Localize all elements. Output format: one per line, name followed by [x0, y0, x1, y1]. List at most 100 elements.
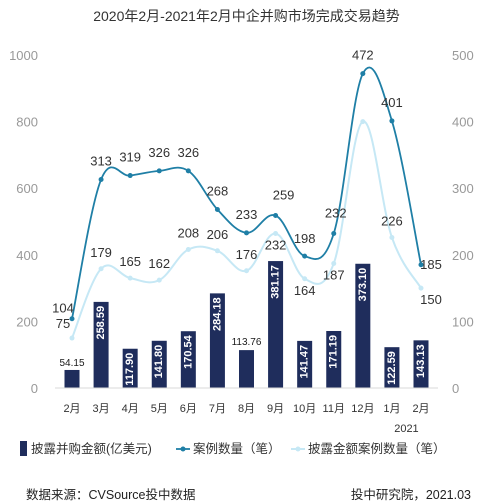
chart-title: 2020年2月-2021年2月中企并购市场完成交易趋势: [93, 8, 400, 24]
bar: [93, 301, 109, 388]
legend-swatch-bar: [20, 441, 27, 456]
bar-value-label: 381.17: [270, 265, 282, 299]
line-value-label: 232: [265, 237, 287, 252]
y-left-tick-label: 200: [16, 314, 38, 329]
y-right-tick-label: 200: [452, 248, 474, 263]
bar-value-label: 258.59: [95, 306, 107, 340]
line-value-label: 206: [207, 227, 229, 242]
line-value-label: 259: [273, 188, 295, 203]
line-value-label: 176: [236, 247, 258, 262]
line-value-label: 150: [420, 292, 442, 307]
line-value-label: 226: [381, 213, 403, 228]
series-point: [127, 275, 133, 281]
x-tick-label: 4月: [122, 403, 139, 415]
bar: [64, 369, 80, 388]
series-point: [273, 230, 279, 236]
line-series-case-count: [69, 66, 424, 322]
y-right-tick-label: 100: [452, 314, 474, 329]
y-left-tick-label: 1000: [9, 48, 38, 63]
line-value-label: 313: [90, 154, 112, 169]
publisher-note: 投中研究院，2021.03: [350, 488, 471, 502]
series-point: [389, 118, 395, 124]
data-labels: 54.15 258.59 117.90 141.80 170.54 284.18 113.7…: [52, 48, 442, 386]
series-point: [69, 316, 75, 322]
series-point: [156, 168, 162, 174]
line-value-label: 268: [207, 184, 229, 199]
line-value-label: 165: [119, 254, 141, 269]
x-axis: 2月 3月 4月 5月 6月 7月 8月 9月 10月 11月 12月 1月 2月 2021: [55, 387, 438, 435]
line-series-disclosed-cases: [69, 119, 424, 341]
y-right-tick-label: 400: [452, 115, 474, 130]
legend-label: 案例数量（笔）: [193, 441, 281, 456]
y-axis-left: 0 200 400 600 800 1000: [9, 48, 38, 396]
bar-series: [64, 261, 429, 388]
bar: [326, 330, 342, 388]
series-point: [156, 277, 162, 283]
line-value-label: 472: [352, 48, 374, 63]
source-note: 数据来源：CVSource投中数据: [26, 488, 196, 502]
legend-label: 披露金额案例数量（笔）: [308, 441, 446, 456]
y-right-tick-label: 0: [452, 381, 459, 396]
line-value-label: 401: [381, 95, 403, 110]
series-point: [360, 71, 366, 77]
line-value-label: 208: [177, 225, 199, 240]
x-tick-label: 12月: [351, 403, 374, 415]
legend-swatch-point: [180, 446, 186, 452]
bar-value-label: 170.54: [182, 334, 194, 369]
bar-value-label: 284.18: [211, 297, 223, 331]
bar: [355, 263, 371, 388]
line-value-label: 164: [294, 283, 316, 298]
bar-value-label: 117.90: [124, 353, 136, 386]
y-left-tick-label: 800: [16, 115, 38, 130]
y-left-tick-label: 0: [31, 381, 38, 396]
y-left-tick-label: 400: [16, 248, 38, 263]
x-tick-label: 9月: [267, 403, 284, 415]
bar-value-label: 143.13: [415, 344, 427, 378]
series-point: [214, 248, 220, 254]
bar-value-label: 141.80: [153, 345, 165, 379]
bar: [297, 340, 313, 388]
series-point: [418, 262, 424, 268]
year-annotation: 2021: [394, 423, 418, 435]
bar: [413, 340, 429, 388]
y-right-tick-label: 300: [452, 181, 474, 196]
line-value-label: 232: [325, 205, 347, 220]
series-point: [98, 266, 104, 272]
line-value-label: 185: [420, 257, 442, 272]
y-right-tick-label: 500: [452, 48, 474, 63]
line-value-label: 75: [56, 316, 70, 331]
bar: [180, 331, 196, 388]
bar: [268, 261, 284, 388]
series-point: [302, 276, 308, 282]
bar: [151, 340, 167, 388]
bar-value-label: 141.47: [299, 345, 311, 379]
x-tick-label: 5月: [151, 403, 168, 415]
x-tick-label: 7月: [209, 403, 226, 415]
x-tick-label: 8月: [238, 403, 255, 415]
series-point: [331, 260, 337, 266]
x-tick-label: 1月: [383, 403, 400, 415]
series-point: [244, 268, 249, 274]
bar-value-label: 113.76: [232, 337, 262, 348]
series-point: [244, 230, 249, 236]
y-axis-right: 0 100 200 300 400 500: [452, 48, 474, 396]
bar: [209, 293, 225, 388]
bar-value-label: 54.15: [59, 358, 84, 369]
x-tick-label: 2月: [63, 403, 80, 415]
line-value-label: 233: [236, 207, 258, 222]
line-value-label: 319: [119, 150, 141, 165]
x-tick-label: 3月: [93, 403, 110, 415]
x-tick-label: 6月: [180, 403, 197, 415]
legend: 披露并购金额(亿美元) 案例数量（笔） 披露金额案例数量（笔）: [20, 441, 446, 456]
series-point: [127, 173, 133, 179]
bar: [239, 350, 254, 388]
line-value-label: 187: [323, 267, 345, 282]
x-tick-label: 11月: [323, 403, 345, 415]
series-point: [360, 119, 366, 125]
bar-value-label: 171.19: [328, 335, 340, 369]
series-point: [418, 285, 424, 291]
line-value-label: 104: [52, 301, 74, 316]
line-value-label: 162: [148, 256, 170, 271]
series-point: [273, 213, 279, 219]
